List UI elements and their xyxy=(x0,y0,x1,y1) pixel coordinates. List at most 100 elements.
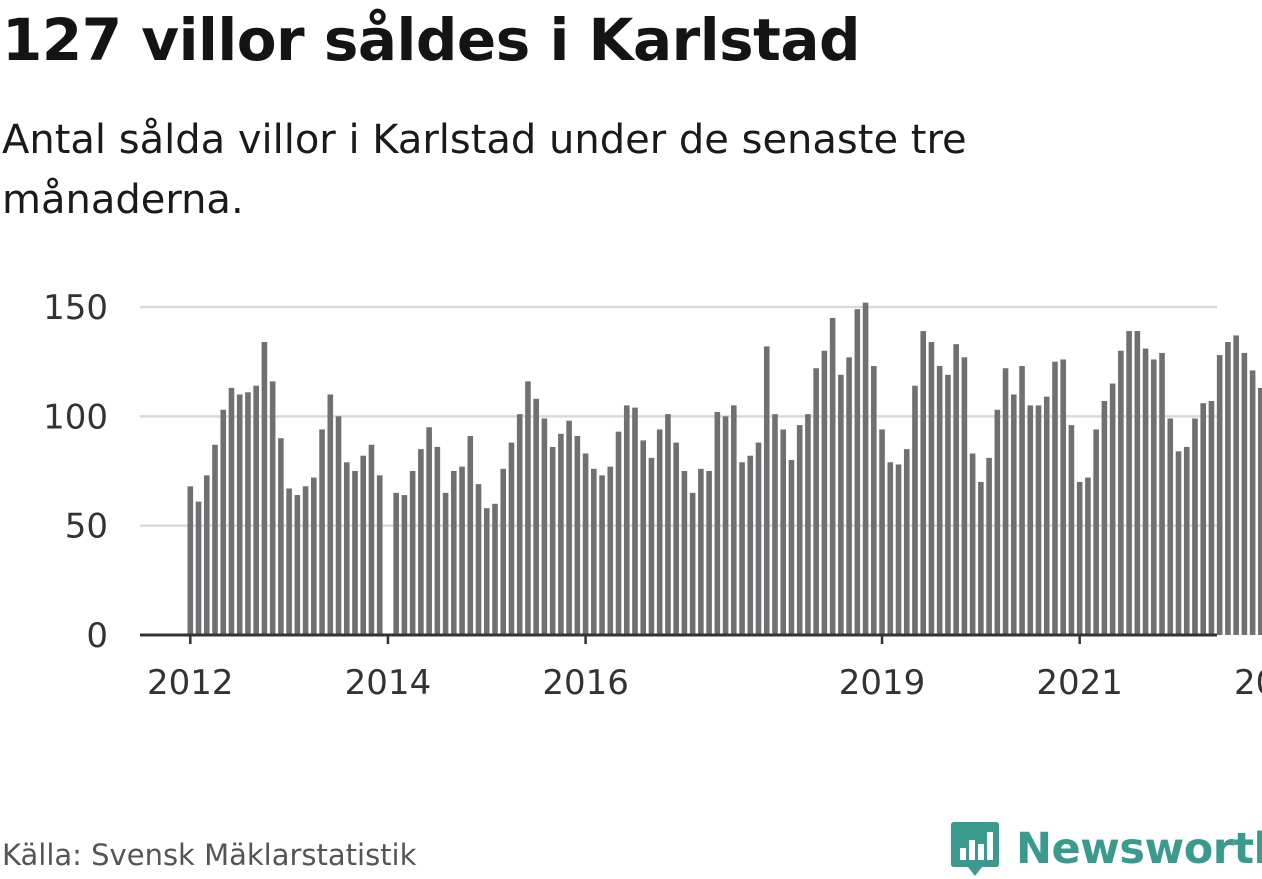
bar xyxy=(887,462,894,635)
bar xyxy=(607,466,614,635)
bar xyxy=(294,495,301,635)
bar xyxy=(813,368,819,635)
bar xyxy=(368,444,375,635)
bar xyxy=(1043,396,1050,635)
bar xyxy=(1233,335,1239,635)
bar xyxy=(549,446,556,635)
x-tick-label: 2023 xyxy=(1234,663,1262,703)
bar xyxy=(566,420,572,635)
y-tick-label: 0 xyxy=(86,616,108,656)
newsworthy-logo-text: Newsworthy xyxy=(1016,824,1262,874)
bar xyxy=(821,350,828,635)
bar xyxy=(525,381,531,635)
bar xyxy=(1258,387,1262,635)
bar xyxy=(846,357,852,635)
bar xyxy=(681,471,688,635)
bar xyxy=(261,341,268,635)
bar xyxy=(451,471,457,635)
bar xyxy=(673,442,679,635)
bar xyxy=(755,442,762,635)
bar xyxy=(492,503,498,635)
bar xyxy=(442,492,449,635)
chart-subtitle: Antal sålda villor i Karlstad under de s… xyxy=(2,117,967,223)
bar xyxy=(541,418,548,635)
bar xyxy=(1101,401,1108,635)
bar xyxy=(689,492,696,635)
bar xyxy=(302,486,309,635)
bar xyxy=(269,381,276,635)
bar xyxy=(228,387,235,635)
bar xyxy=(434,446,441,635)
bar xyxy=(763,346,770,635)
bar xyxy=(747,455,754,635)
bar xyxy=(409,471,416,635)
bar xyxy=(327,394,334,635)
x-axis-ticks: 2012 2014 2016 2019 2021 2023 xyxy=(147,635,1262,703)
bar xyxy=(1241,352,1248,635)
bar xyxy=(418,449,424,635)
bar xyxy=(1118,350,1124,635)
bar xyxy=(574,436,581,635)
bar xyxy=(195,501,202,635)
bar xyxy=(352,471,358,635)
bar xyxy=(1060,359,1067,635)
bar xyxy=(426,427,432,635)
bar xyxy=(203,475,210,635)
bar xyxy=(862,302,869,635)
bar xyxy=(829,317,836,635)
bar xyxy=(1068,425,1075,635)
bar xyxy=(187,486,194,635)
bars xyxy=(187,302,1262,635)
bar xyxy=(582,453,589,635)
bar xyxy=(912,385,918,635)
bar xyxy=(895,464,902,635)
bar xyxy=(632,407,638,635)
bar xyxy=(665,414,671,635)
x-tick-label: 2014 xyxy=(345,663,432,703)
source-note: Källa: Svensk Mäklarstatistik xyxy=(2,838,417,872)
bar xyxy=(459,466,465,635)
bar xyxy=(401,495,408,635)
newsworthy-logo: Newsworthy xyxy=(950,820,1262,878)
chart-title: 127 villor såldes i Karlstad xyxy=(2,6,861,74)
x-tick-label: 2016 xyxy=(542,663,629,703)
bar xyxy=(1109,383,1116,635)
bar xyxy=(838,374,844,635)
bar xyxy=(978,481,984,635)
bar xyxy=(212,444,218,635)
bar xyxy=(311,477,317,635)
bar xyxy=(360,455,367,635)
bar xyxy=(871,366,877,635)
bar xyxy=(1175,451,1182,635)
bar xyxy=(1142,348,1149,635)
bar xyxy=(599,475,605,635)
bar xyxy=(936,366,943,635)
bar xyxy=(1183,446,1190,635)
bar xyxy=(961,357,968,635)
bar xyxy=(1192,418,1198,635)
bar xyxy=(1200,403,1207,635)
bar xyxy=(706,471,712,635)
bar xyxy=(698,468,704,635)
newsworthy-logo-icon xyxy=(951,822,999,876)
bar xyxy=(1126,331,1132,635)
bar xyxy=(1076,481,1083,635)
bar xyxy=(1225,341,1231,635)
bar xyxy=(508,442,515,635)
bar xyxy=(475,484,482,635)
bar xyxy=(969,453,976,635)
bar xyxy=(1035,405,1042,635)
bar xyxy=(879,429,885,635)
bar xyxy=(903,449,910,635)
bar xyxy=(648,457,655,635)
bar xyxy=(739,462,745,635)
bar xyxy=(220,409,227,635)
bar xyxy=(1167,418,1174,635)
bar xyxy=(1249,370,1256,635)
bar xyxy=(1216,355,1223,635)
bar xyxy=(319,429,325,635)
bar xyxy=(788,460,795,635)
bar xyxy=(558,433,564,635)
y-tick-label: 150 xyxy=(43,288,108,328)
